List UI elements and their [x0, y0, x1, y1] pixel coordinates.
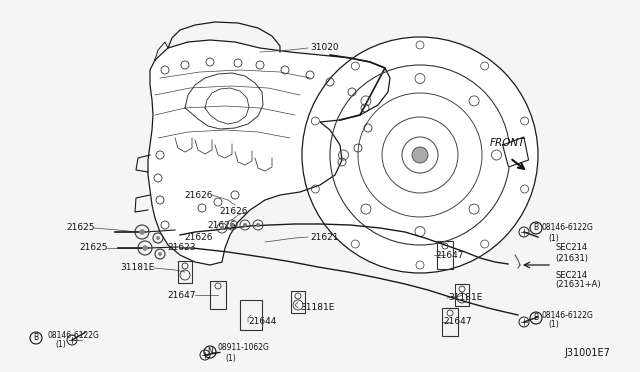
Bar	[178, 261, 192, 283]
Circle shape	[142, 245, 148, 251]
Circle shape	[256, 223, 260, 227]
Text: 21625: 21625	[79, 244, 108, 253]
Text: SEC214: SEC214	[555, 270, 587, 279]
Text: 21626: 21626	[220, 208, 248, 217]
Circle shape	[243, 223, 247, 227]
Text: 21625: 21625	[67, 224, 95, 232]
Text: 21647: 21647	[168, 291, 196, 299]
Polygon shape	[502, 137, 529, 167]
Text: 31181E: 31181E	[300, 304, 334, 312]
Circle shape	[230, 223, 234, 227]
Text: 21647: 21647	[435, 250, 463, 260]
Text: 21623: 21623	[168, 244, 196, 253]
Text: 08911-1062G: 08911-1062G	[218, 343, 270, 353]
Text: (1): (1)	[548, 234, 559, 243]
Text: 21626: 21626	[184, 190, 213, 199]
Text: 21626: 21626	[207, 221, 236, 230]
Circle shape	[412, 147, 428, 163]
Bar	[437, 241, 453, 269]
Bar	[442, 308, 458, 336]
Text: (21631+A): (21631+A)	[555, 280, 600, 289]
Text: 08146-6122G: 08146-6122G	[541, 311, 593, 320]
Text: 31181E: 31181E	[448, 294, 483, 302]
Bar	[210, 281, 226, 309]
Text: 21647: 21647	[443, 317, 472, 327]
Text: 08146-6122G: 08146-6122G	[48, 330, 100, 340]
Bar	[455, 284, 469, 306]
Circle shape	[302, 37, 538, 273]
Text: B: B	[533, 314, 539, 323]
Text: (1): (1)	[55, 340, 66, 350]
Text: B: B	[533, 224, 539, 232]
Text: 31020: 31020	[310, 44, 339, 52]
Text: 08146-6122G: 08146-6122G	[541, 224, 593, 232]
Text: 31181E: 31181E	[120, 263, 155, 273]
Text: 21626: 21626	[184, 232, 213, 241]
Text: FRONT: FRONT	[490, 138, 525, 148]
Circle shape	[158, 252, 162, 256]
Polygon shape	[148, 40, 390, 265]
Circle shape	[156, 236, 160, 240]
Bar	[240, 300, 262, 330]
Bar	[291, 291, 305, 313]
Text: SEC214: SEC214	[555, 244, 587, 253]
Text: 21644: 21644	[248, 317, 276, 327]
Text: (1): (1)	[548, 321, 559, 330]
Circle shape	[220, 226, 224, 230]
Text: (1): (1)	[225, 353, 236, 362]
Text: B: B	[33, 334, 38, 343]
Circle shape	[140, 229, 145, 235]
Text: (21631): (21631)	[555, 253, 588, 263]
Text: N: N	[207, 347, 213, 356]
Text: 21621: 21621	[310, 232, 339, 241]
Text: J31001E7: J31001E7	[564, 348, 610, 358]
